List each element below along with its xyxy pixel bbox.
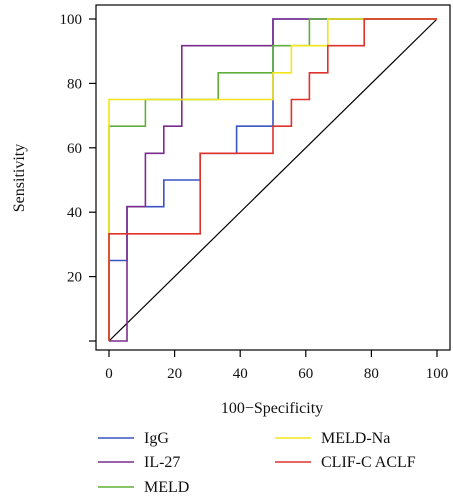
y-tick-label: 100 — [60, 12, 83, 28]
series-line-meld-na — [108, 18, 437, 341]
series-line-il-27 — [109, 18, 437, 342]
y-axis-title: Sensitivity — [11, 144, 28, 212]
y-tick-label: 80 — [67, 76, 82, 92]
series-line-clif-c-aclf — [108, 18, 437, 341]
legend-label-il-27: IL-27 — [144, 454, 180, 471]
legend-label-meld-na: MELD-Na — [321, 430, 390, 447]
x-axis-title: 100−Specificity — [221, 400, 323, 417]
reference-diagonal — [108, 18, 438, 342]
legend-label-clif-c-aclf: CLIF-C ACLF — [321, 454, 416, 471]
x-tick-label: 80 — [364, 366, 379, 382]
series-line-meld — [108, 18, 437, 341]
x-tick-label: 100 — [426, 366, 449, 382]
legend-label-igg: IgG — [144, 430, 169, 447]
x-tick-label: 60 — [298, 366, 313, 382]
x-tick-label: 20 — [167, 366, 182, 382]
y-tick-label: 20 — [67, 270, 82, 286]
plot-area — [108, 18, 438, 342]
y-tick-label: 40 — [67, 205, 82, 221]
x-tick-label: 0 — [105, 366, 113, 382]
plot-frame — [95, 4, 451, 351]
axes: 0 20 40 60 80 100 20 40 60 80 100 100−Specificity Se… — [11, 4, 451, 417]
legend: IgG IL-27 MELD MELD-Na CLIF-C ACLF — [98, 430, 416, 496]
legend-label-meld: MELD — [144, 479, 189, 496]
x-tick-label: 40 — [233, 366, 248, 382]
y-tick-label: 60 — [67, 141, 82, 157]
